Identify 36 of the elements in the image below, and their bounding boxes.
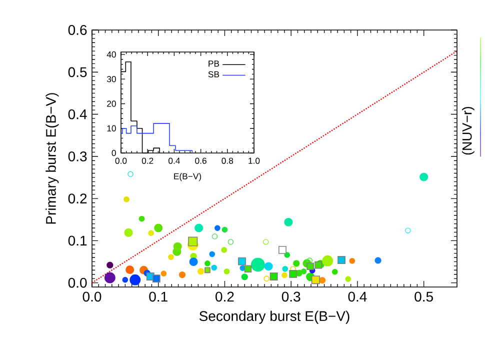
y-axis-title: Primary burst E(B−V): [46, 93, 59, 224]
x-tick-label: 0.8: [222, 158, 234, 164]
y-tick-label: 40: [106, 51, 116, 58]
y-tick-label: 0: [112, 150, 116, 156]
x-tick-label: 0.5: [414, 292, 433, 302]
x-tick-label: 0.2: [142, 158, 154, 164]
point: [212, 234, 218, 240]
point: [128, 171, 134, 178]
legend-label: SB: [208, 71, 220, 78]
y-tick-label: 10: [107, 125, 116, 132]
legend-label: PB: [208, 60, 220, 67]
color-bar-title: (NUV−r): [462, 106, 474, 155]
point: [306, 258, 313, 264]
x-tick-label: 0.2: [216, 292, 234, 302]
x-tick-label: 0.6: [195, 158, 206, 164]
point: [264, 276, 270, 282]
y-tick-label: 0.1: [68, 236, 87, 246]
y-tick-label: 0.5: [68, 67, 87, 78]
point: [404, 228, 411, 234]
x-axis-title: E(B−V): [174, 173, 202, 182]
x-tick-label: 1.0: [248, 158, 260, 164]
y-tick-label: 30: [106, 76, 116, 82]
x-tick-label: 0.4: [348, 292, 367, 302]
y-tick-label: 0.6: [68, 25, 87, 35]
y-tick-label: 0.2: [68, 194, 87, 204]
x-tick-label: 0.3: [282, 292, 300, 302]
y-tick-label: 0.4: [68, 109, 87, 120]
x-tick-label: 0.0: [115, 158, 127, 164]
y-tick-label: 20: [107, 100, 116, 107]
y-tick-label: 0.0: [68, 278, 87, 288]
x-axis-title: Secondary burst E(B−V): [199, 310, 350, 324]
point: [228, 238, 234, 245]
x-tick-label: 0.0: [82, 292, 102, 302]
x-tick-label: 0.1: [149, 292, 168, 302]
point: [262, 238, 269, 245]
x-tick-label: 0.4: [168, 158, 180, 164]
